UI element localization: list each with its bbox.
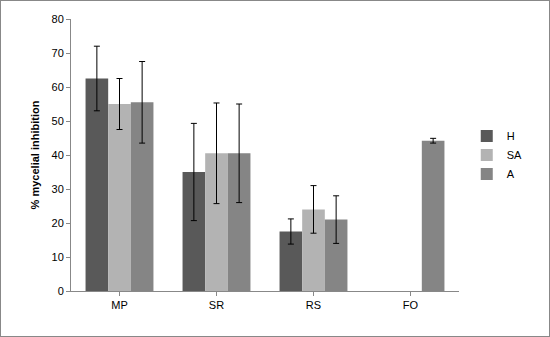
svg-text:% mycelial inhibition: % mycelial inhibition <box>29 100 41 209</box>
svg-text:30: 30 <box>52 183 64 195</box>
svg-text:70: 70 <box>52 47 64 59</box>
svg-text:40: 40 <box>52 149 64 161</box>
svg-text:20: 20 <box>52 217 64 229</box>
svg-text:50: 50 <box>52 115 64 127</box>
svg-text:10: 10 <box>52 251 64 263</box>
svg-text:A: A <box>507 168 515 180</box>
svg-text:RS: RS <box>306 299 321 311</box>
svg-text:SR: SR <box>209 299 224 311</box>
svg-text:FO: FO <box>403 299 419 311</box>
svg-text:60: 60 <box>52 81 64 93</box>
svg-text:80: 80 <box>52 13 64 25</box>
svg-text:0: 0 <box>58 285 64 297</box>
svg-text:SA: SA <box>507 149 522 161</box>
svg-text:MP: MP <box>111 299 128 311</box>
svg-text:H: H <box>507 130 515 142</box>
